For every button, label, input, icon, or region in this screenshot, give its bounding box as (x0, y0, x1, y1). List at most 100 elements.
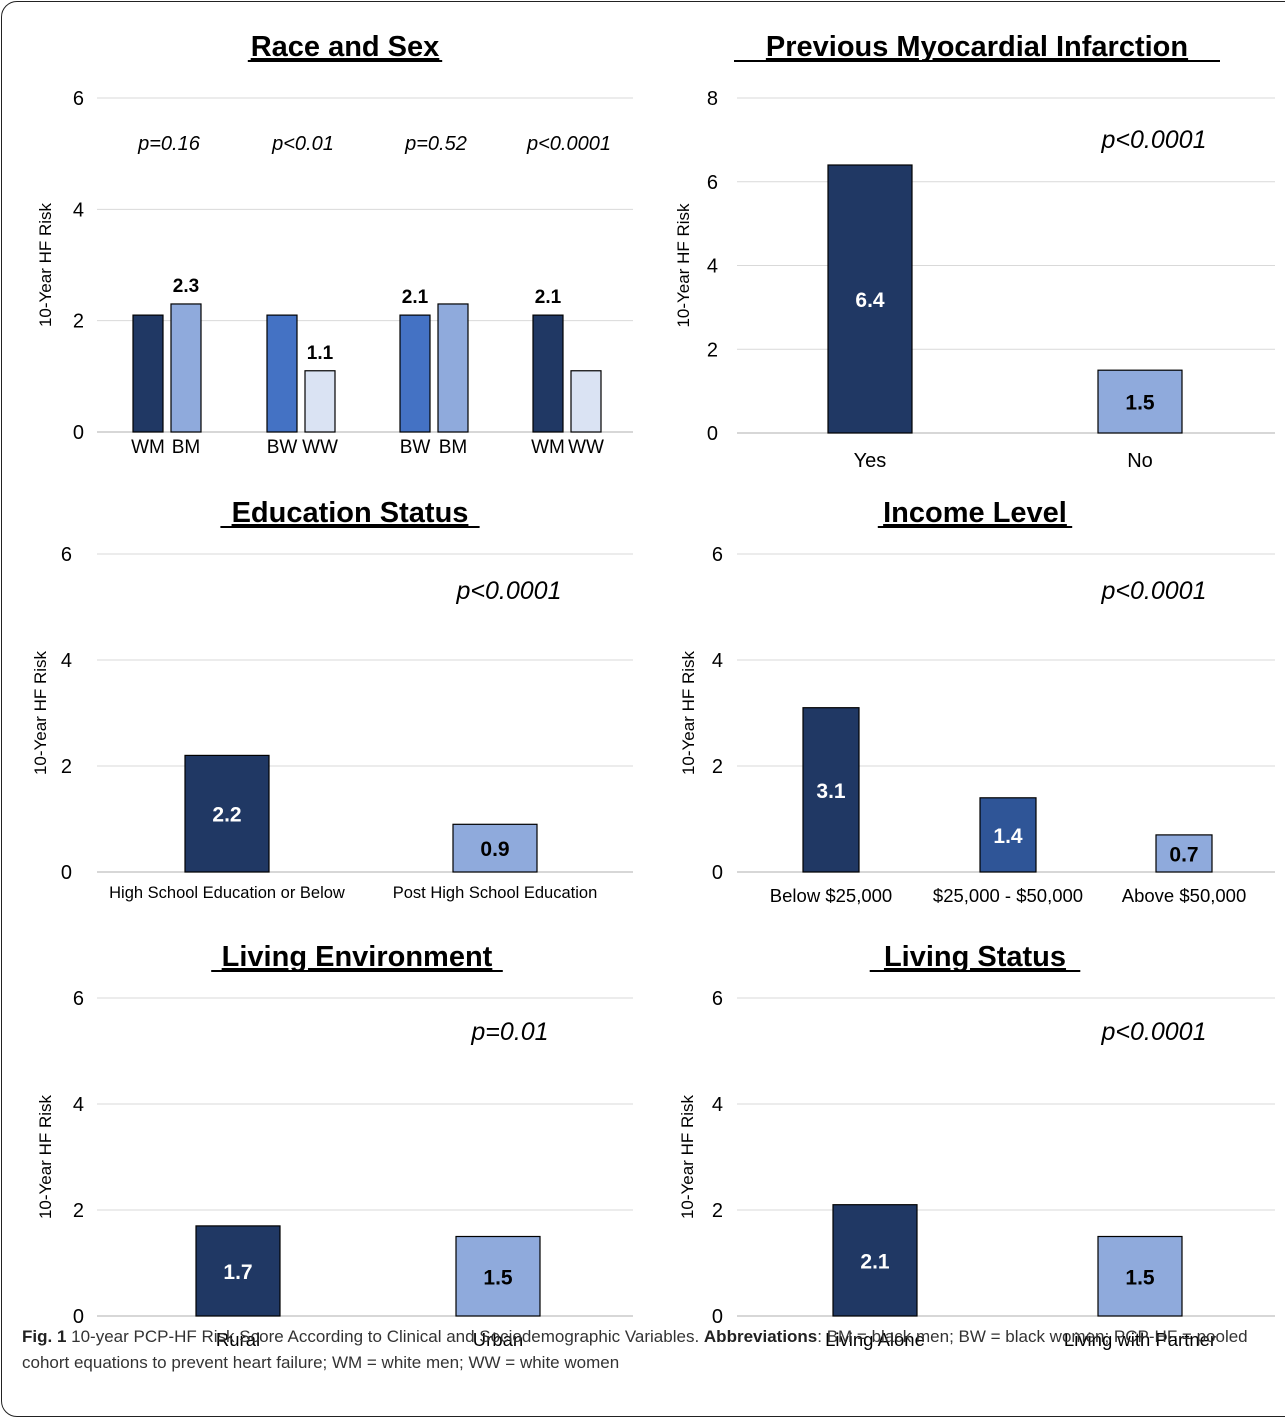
living-status-bar (832, 1204, 918, 1317)
race-sex-bar (437, 303, 469, 433)
race-sex-p-value: p<0.01 (271, 133, 334, 155)
income-category-label: Below $25,000 (770, 885, 892, 906)
education-bar-data-label: 2.2 (212, 804, 241, 827)
prev-mi-bar (827, 164, 913, 434)
race-sex-category-label: BW (267, 437, 298, 458)
race-sex-bar (170, 303, 202, 433)
race-sex-bar (399, 314, 431, 433)
income-y-tick-label: 2 (712, 756, 723, 778)
income-bar (979, 797, 1037, 873)
prev-mi-y-tick-label: 6 (707, 172, 718, 194)
prev-mi-y-tick-label: 8 (707, 88, 718, 110)
race-sex-category-label: BM (439, 437, 468, 458)
living-status-y-tick-label: 0 (712, 1306, 723, 1328)
income-y-tick-label: 0 (712, 862, 723, 884)
income-y-axis-label: 10-Year HF Risk (679, 650, 698, 775)
prev-mi-category-label: Yes (854, 450, 887, 472)
education-title: Education Status (232, 497, 469, 529)
race-sex-bar (304, 370, 336, 433)
education-y-tick-label: 6 (61, 544, 72, 566)
living-env-title: Living Environment (222, 941, 493, 973)
education-p-value: p<0.0001 (456, 577, 562, 605)
income-category-label: $25,000 - $50,000 (933, 885, 1083, 906)
living-env-category-label: Urban (473, 1329, 523, 1350)
caption-abbreviations-label: Abbreviations (703, 1327, 818, 1346)
caption-fig-label: Fig. 1 (22, 1327, 67, 1346)
race-sex-category-label: WM (131, 437, 165, 458)
living-status-bar (1097, 1235, 1183, 1317)
living-status-y-axis-label: 10-Year HF Risk (678, 1094, 697, 1219)
race-sex-category-label: BM (172, 437, 201, 458)
race-sex-y-axis-label: 10-Year HF Risk (36, 202, 55, 327)
caption-text: 10-year PCP-HF Risk Score According to C… (71, 1327, 700, 1346)
income-bar-data-label: 0.7 (1169, 843, 1198, 866)
prev-mi-y-tick-label: 4 (707, 256, 718, 278)
living-env-y-axis-label: 10-Year HF Risk (36, 1094, 55, 1219)
income-bar (802, 707, 860, 873)
living-status-y-tick-label: 6 (712, 988, 723, 1010)
race-sex-bar-data-label: 1.1 (307, 343, 334, 364)
living-env-category-label: Rural (216, 1329, 260, 1350)
living-status-title: Living Status (884, 941, 1066, 973)
race-sex-title: Race and Sex (251, 31, 440, 63)
prev-mi-category-label: No (1127, 450, 1153, 472)
prev-mi-p-value: p<0.0001 (1101, 126, 1207, 154)
income-bar-data-label: 3.1 (816, 780, 846, 803)
figure-caption: Fig. 1 10-year PCP-HF Risk Score Accordi… (22, 1324, 1272, 1376)
prev-mi-y-axis-label: 10-Year HF Risk (674, 203, 693, 328)
living-env-y-tick-label: 2 (73, 1200, 84, 1222)
education-bar (452, 823, 538, 873)
education-y-tick-label: 0 (61, 862, 72, 884)
race-sex-y-tick-label: 2 (73, 311, 84, 333)
living-status-bar-data-label: 1.5 (1125, 1266, 1155, 1289)
race-sex-p-value: p<0.0001 (526, 133, 611, 155)
race-sex-bar-data-label: 2.3 (173, 276, 199, 297)
prev-mi-y-tick-label: 2 (707, 339, 718, 361)
income-bar-data-label: 1.4 (993, 825, 1023, 848)
prev-mi-bar (1097, 369, 1183, 434)
race-sex-category-label: WW (302, 437, 338, 458)
income-category-label: Above $50,000 (1122, 885, 1246, 906)
race-sex-category-label: WM (531, 437, 565, 458)
living-env-bar (455, 1235, 541, 1317)
prev-mi-bar-data-label: 6.4 (855, 289, 885, 312)
income-p-value: p<0.0001 (1101, 577, 1207, 605)
education-category-label: Post High School Education (393, 884, 598, 902)
education-y-tick-label: 2 (61, 756, 72, 778)
living-status-bar-data-label: 2.1 (860, 1250, 890, 1273)
education-y-axis-label: 10-Year HF Risk (31, 650, 50, 775)
race-sex-y-tick-label: 0 (73, 422, 84, 444)
income-y-tick-label: 4 (712, 650, 723, 672)
living-status-y-tick-label: 4 (712, 1094, 723, 1116)
living-env-y-tick-label: 6 (73, 988, 84, 1010)
living-status-category-label: Living Alone (825, 1329, 925, 1350)
living-env-p-value: p=0.01 (470, 1018, 548, 1046)
living-env-y-tick-label: 4 (73, 1094, 84, 1116)
race-sex-bar (132, 314, 164, 433)
education-y-tick-label: 4 (61, 650, 72, 672)
race-sex-bar (266, 314, 298, 433)
education-category-label: High School Education or Below (109, 884, 345, 902)
race-sex-y-tick-label: 6 (73, 88, 84, 110)
race-sex-p-value: p=0.16 (137, 133, 201, 155)
race-sex-p-value: p=0.52 (404, 133, 467, 155)
race-sex-y-tick-label: 4 (73, 199, 84, 221)
living-status-category-label: Living with Partner (1064, 1329, 1216, 1350)
income-bar (1155, 834, 1213, 873)
living-env-bar-data-label: 1.5 (483, 1266, 513, 1289)
living-env-bar (195, 1225, 281, 1317)
prev-mi-y-tick-label: 0 (707, 423, 718, 445)
education-bar-data-label: 0.9 (480, 838, 509, 861)
race-sex-category-label: WW (568, 437, 604, 458)
caption-abbreviations-text: : BM = black men; BW = black women; PCP-… (22, 1327, 1248, 1372)
income-title: Income Level (883, 497, 1067, 529)
prev-mi-bar-data-label: 1.5 (1125, 392, 1155, 415)
prev-mi-title: Previous Myocardial Infarction (766, 31, 1188, 63)
living-status-p-value: p<0.0001 (1101, 1018, 1207, 1046)
race-sex-bar-data-label: 2.1 (535, 287, 562, 308)
living-status-y-tick-label: 2 (712, 1200, 723, 1222)
living-env-bar-data-label: 1.7 (223, 1261, 252, 1284)
race-sex-bar-data-label: 2.1 (402, 287, 429, 308)
